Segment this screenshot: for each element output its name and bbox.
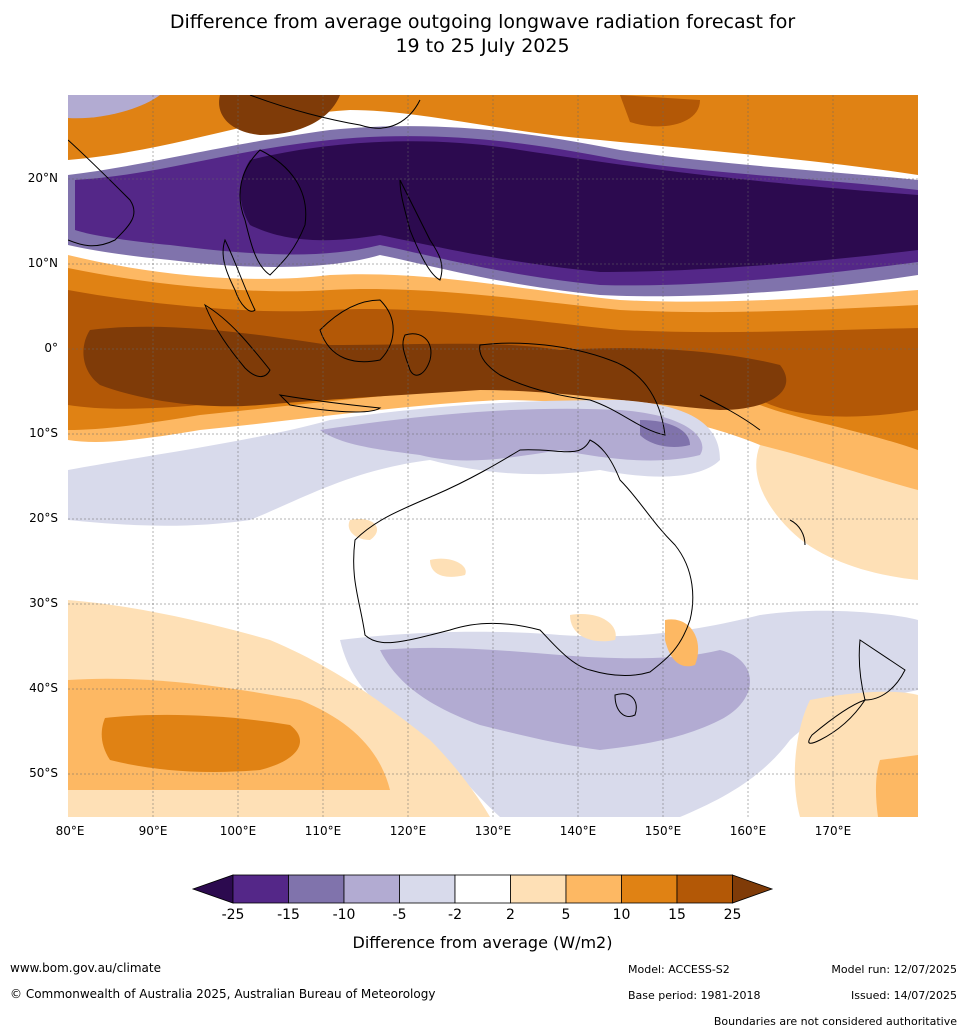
colorbar-tick-6: 2 (506, 907, 515, 923)
borneo-coastline (319, 299, 394, 363)
lon-label-140e: 140°E (559, 824, 597, 838)
copyright-text: © Commonwealth of Australia 2025, Austra… (10, 987, 436, 1001)
title-line-2: 19 to 25 July 2025 (395, 35, 570, 57)
colorbar-segment-above-max (732, 874, 774, 904)
title-line-1: Difference from average outgoing longwav… (169, 11, 796, 33)
north-east-brown-patch (620, 95, 700, 127)
lat-label-50s: 50°S (29, 766, 58, 780)
base-period-text: Base period: 1981-2018 (628, 989, 761, 1002)
lon-label-110e: 110°E (304, 824, 342, 838)
south-tropic-medpurple (320, 408, 703, 461)
purple-band-core (240, 141, 918, 272)
australia-coastline (353, 439, 694, 677)
colorbar-segment-7 (565, 874, 622, 904)
equatorial-darkbrown-core (83, 326, 787, 410)
issued-text: Issued: 14/07/2025 (850, 989, 957, 1002)
lon-label-80e: 80°E (55, 824, 85, 838)
colorbar-segment-9 (676, 874, 733, 904)
interior-lightorange (348, 519, 378, 540)
philippines-coastline (399, 179, 443, 281)
model-text: Model: ACCESS-S2 (628, 963, 730, 976)
lon-label-170e: 170°E (814, 824, 852, 838)
graticule (68, 95, 918, 817)
se-australia-orange-blob (665, 619, 699, 667)
china-coastline (249, 95, 421, 129)
olr-anomaly-map (68, 95, 918, 817)
sumatra-coastline (203, 303, 271, 377)
north-lightorange-strip (68, 95, 160, 119)
colorbar-tick-3: -10 (332, 907, 356, 923)
colorbar-tick-7: 5 (561, 907, 571, 923)
lat-label-10s: 10°S (29, 426, 58, 440)
lon-label-130e: 130°E (474, 824, 512, 838)
map-title: Difference from average outgoing longwav… (0, 10, 965, 58)
southwest-darkorange (101, 714, 300, 772)
east-coast-lightorange (570, 614, 616, 642)
colorbar-segment-3 (343, 874, 400, 904)
colorbar-segment-1 (232, 874, 289, 904)
model-run-text: Model run: 12/07/2025 (831, 963, 957, 976)
lon-label-120e: 120°E (389, 824, 427, 838)
disclaimer-text: Boundaries are not considered authoritat… (713, 1015, 957, 1028)
new-guinea-coastline (479, 342, 666, 436)
colorbar-tick-1: -25 (221, 907, 245, 923)
colorbar-tick-4: -5 (392, 907, 407, 923)
colorbar-segment-below-min (191, 874, 234, 904)
lat-label-40s: 40°S (29, 681, 58, 695)
india-coastline (68, 139, 135, 247)
lat-label-equator: 0° (44, 341, 58, 355)
colorbar-tick-9: 15 (668, 907, 686, 923)
sulawesi-coastline (402, 333, 432, 376)
colorbar-tick-5: -2 (448, 907, 462, 923)
north-brown-patch (219, 95, 340, 135)
colorbar-tick-2: -15 (277, 907, 300, 923)
lat-label-10n: 10°N (27, 256, 58, 270)
lon-label-150e: 150°E (644, 824, 682, 838)
website-link[interactable]: www.bom.gov.au/climate (10, 961, 161, 975)
vanuatu-coastline (789, 519, 806, 546)
east-lightorange (756, 445, 918, 580)
lat-label-20s: 20°S (29, 511, 58, 525)
colorbar-segment-2 (288, 874, 345, 904)
colorbar (191, 874, 774, 904)
lon-label-160e: 160°E (729, 824, 767, 838)
colorbar-segment-8 (621, 874, 678, 904)
southern-medpurple (380, 647, 750, 750)
colorbar-segment-6 (510, 874, 567, 904)
southeast-orange (875, 755, 918, 817)
indochina-coastline (239, 149, 307, 276)
nw-australia-blob (430, 558, 466, 577)
solomon-islands-coastline (699, 394, 761, 431)
lon-label-100e: 100°E (219, 824, 257, 838)
new-zealand-north-coastline (858, 639, 906, 701)
java-coastline (278, 394, 382, 413)
colorbar-segment-5 (454, 874, 511, 904)
colorbar-title: Difference from average (W/m2) (352, 933, 613, 952)
colorbar-segment-4 (399, 874, 456, 904)
colorbar-tick-10: 25 (723, 907, 742, 923)
new-zealand-south-coastline (808, 699, 867, 744)
lat-label-30s: 30°S (29, 596, 58, 610)
lat-label-20n: 20°N (27, 171, 58, 185)
tasmania-coastline (614, 693, 637, 717)
colorbar-tick-8: 10 (612, 907, 631, 923)
lon-label-90e: 90°E (138, 824, 168, 838)
